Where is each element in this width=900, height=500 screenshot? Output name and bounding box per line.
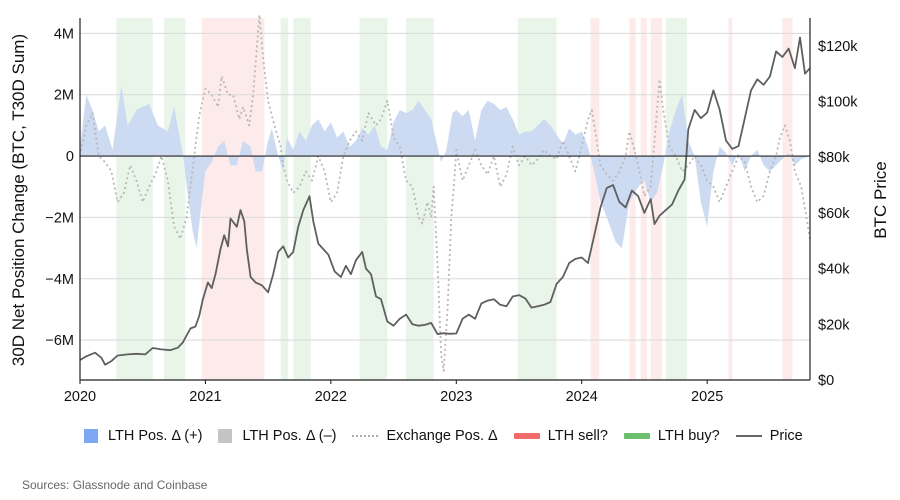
y-axis-label-right: BTC Price: [871, 161, 890, 238]
legend-label: Price: [769, 428, 803, 444]
legend-item-exchange: Exchange Pos. Δ: [352, 428, 498, 444]
legend: LTH Pos. Δ (+) LTH Pos. Δ (–) Exchange P…: [84, 428, 819, 444]
axes: [79, 18, 811, 384]
legend-item-price: Price: [735, 428, 803, 444]
tick-labels: 4M 2M 0 −2M −4M −6M $120k $100k $80k $60k $40k $20k…: [45, 26, 858, 405]
y2-tick-label: $100k: [818, 95, 858, 111]
lth-series: [80, 85, 810, 249]
sell-band: [728, 18, 733, 380]
sell-band: [782, 18, 793, 380]
x-tick-label: 2022: [315, 389, 347, 405]
sell-band: [640, 18, 647, 380]
buy-band: [359, 18, 388, 380]
x-tick-label: 2020: [64, 389, 96, 405]
lth-sell-swatch: [513, 433, 540, 439]
y2-tick-label: $0: [818, 373, 834, 389]
y2-tick-label: $60k: [818, 206, 850, 222]
y-tick-label: 2M: [54, 88, 74, 104]
buy-band: [517, 18, 557, 380]
buy-band: [406, 18, 434, 380]
buy-band: [293, 18, 311, 380]
buy-band: [164, 18, 186, 380]
sell-band: [201, 18, 265, 380]
legend-label: LTH sell?: [547, 428, 608, 444]
legend-item-lth-positive: LTH Pos. Δ (+): [84, 428, 202, 444]
buy-band: [665, 18, 688, 380]
y-tick-label: 4M: [54, 26, 74, 42]
x-tick-label: 2023: [440, 389, 472, 405]
price-series: [79, 36, 811, 366]
y2-tick-label: $40k: [818, 262, 850, 278]
x-tick-label: 2021: [189, 389, 221, 405]
lth-area: [80, 85, 810, 249]
sell-band: [590, 18, 600, 380]
shaded-regions: [116, 18, 793, 380]
buy-band: [116, 18, 153, 380]
price-line: [79, 36, 811, 366]
x-tick-label: 2024: [566, 389, 598, 405]
y2-tick-label: $120k: [818, 39, 858, 55]
buy-band: [280, 18, 289, 380]
y2-tick-label: $80k: [818, 150, 850, 166]
legend-label: LTH Pos. Δ (–): [242, 428, 337, 444]
y-axis-label-left: 30D Net Position Change (BTC, T30D Sum): [9, 34, 28, 366]
y-tick-label: 0: [66, 149, 74, 165]
y-tick-label: −6M: [45, 333, 74, 349]
legend-item-lth-negative: LTH Pos. Δ (–): [218, 428, 336, 444]
y2-tick-label: $20k: [818, 317, 850, 333]
legend-label: Exchange Pos. Δ: [386, 428, 498, 444]
lth-positive-swatch: [84, 429, 98, 443]
lth-negative-swatch: [218, 429, 233, 443]
sell-band: [629, 18, 636, 380]
x-tick-label: 2025: [691, 389, 723, 405]
legend-item-lth-sell: LTH sell?: [513, 428, 608, 444]
legend-label: LTH Pos. Δ (+): [108, 428, 203, 444]
legend-item-lth-buy: LTH buy?: [623, 428, 720, 444]
price-swatch: [735, 435, 762, 437]
lth-buy-swatch: [623, 433, 650, 439]
exchange-swatch: [352, 435, 379, 437]
legend-label: LTH buy?: [657, 428, 720, 444]
source-note: Sources: Glassnode and Coinbase: [22, 478, 208, 492]
sell-band: [650, 18, 662, 380]
y-tick-label: −2M: [45, 210, 74, 226]
y-tick-label: −4M: [45, 272, 74, 288]
